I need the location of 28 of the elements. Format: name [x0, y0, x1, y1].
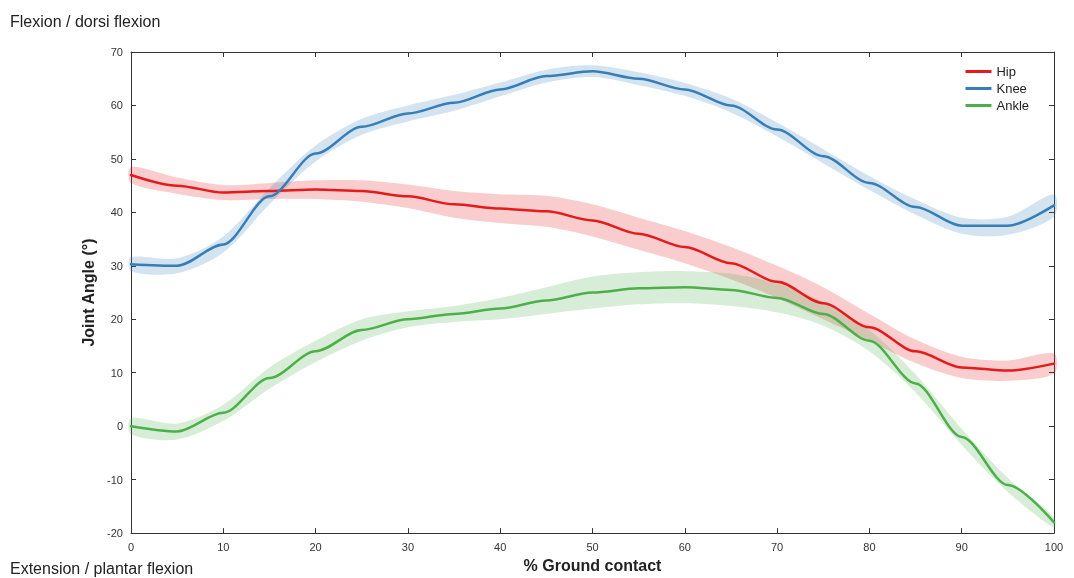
y-tick-label: 40	[110, 206, 123, 219]
x-tick-label: 0	[127, 540, 135, 553]
x-tick-label: 70	[770, 540, 784, 553]
y-tick-label: 20	[110, 313, 123, 326]
x-tick-label: 90	[955, 540, 968, 553]
legend-label: Hip	[996, 64, 1016, 79]
x-tick-label: 100	[1044, 540, 1064, 553]
y-tick-label: 0	[116, 420, 123, 433]
y-axis-title: Joint Angle (°)	[79, 238, 97, 347]
x-tick-label: 30	[401, 540, 415, 553]
x-tick-label: 10	[217, 540, 230, 553]
y-tick-label: 70	[110, 46, 123, 58]
y-tick-label: 10	[110, 366, 123, 379]
y-tick-label: 50	[110, 152, 123, 165]
x-tick-label: 60	[678, 540, 691, 553]
x-tick-label: 40	[494, 540, 507, 553]
x-tick-label: 80	[863, 540, 876, 553]
y-tick-label: -10	[107, 473, 123, 486]
x-tick-label: 50	[586, 540, 599, 553]
legend-label: Ankle	[996, 98, 1030, 113]
y-tick-label: 60	[110, 99, 123, 112]
x-axis-title: % Ground contact	[523, 556, 663, 574]
x-tick-label: 20	[309, 540, 322, 553]
y-tick-label: 30	[110, 259, 123, 272]
legend-label: Knee	[996, 81, 1027, 96]
text: Extension / plantar flexion	[10, 559, 194, 577]
y-tick-label: -20	[107, 527, 123, 540]
text: Flexion / dorsi flexion	[10, 12, 161, 30]
